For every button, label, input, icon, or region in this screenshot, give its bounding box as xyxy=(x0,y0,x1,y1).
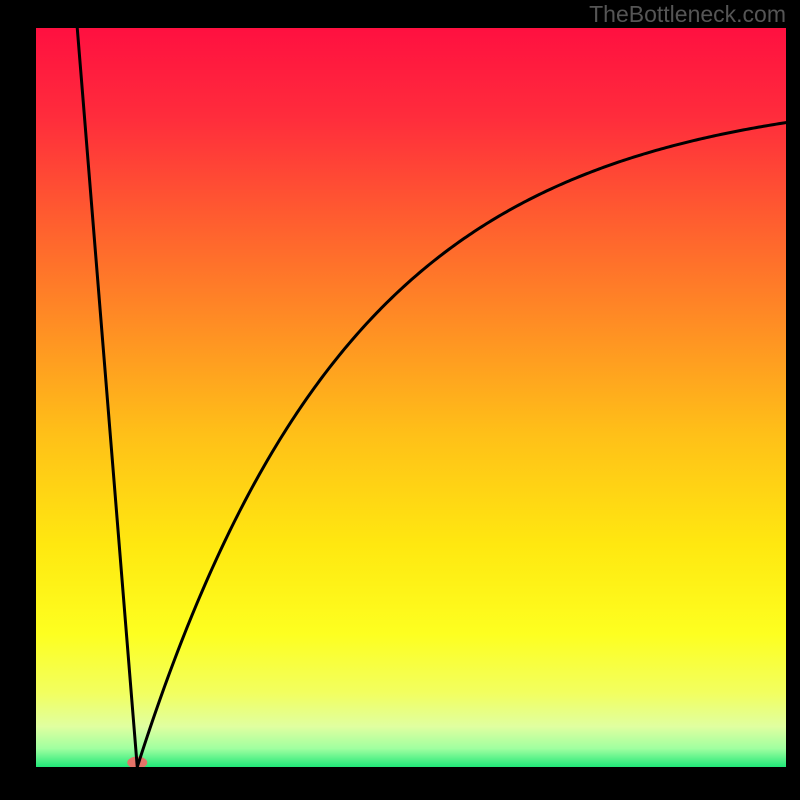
bottleneck-curve xyxy=(36,28,786,767)
watermark-text: TheBottleneck.com xyxy=(589,1,786,28)
plot-area xyxy=(36,28,786,767)
curve-path xyxy=(77,28,786,767)
chart-container: TheBottleneck.com xyxy=(0,0,800,800)
